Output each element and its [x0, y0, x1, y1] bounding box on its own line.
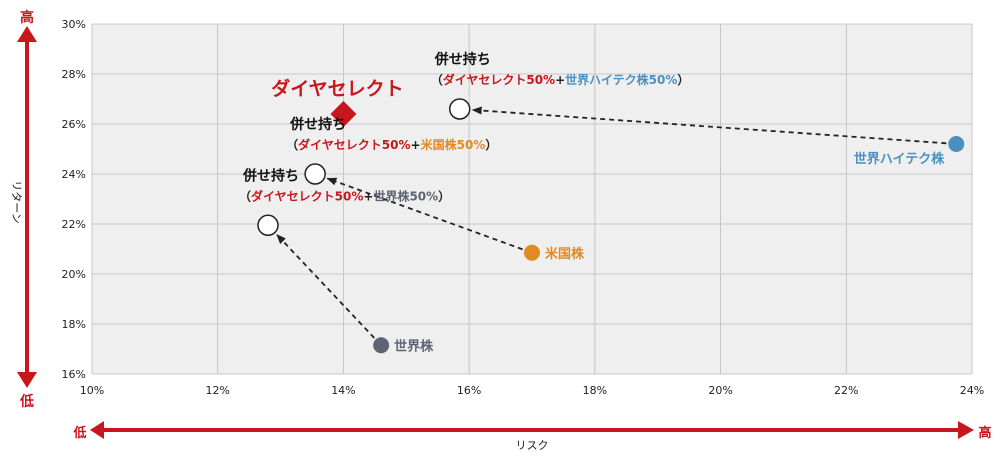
y-tick-label: 22% [62, 218, 86, 231]
subtitle-part: ダイヤセレクト50% [298, 137, 410, 152]
title-combo-us: 併せ持ち [289, 116, 346, 133]
subtitle-part: ダイヤセレクト50% [443, 72, 555, 87]
y-tick-label: 20% [62, 268, 86, 281]
subtitle-combo-tech: （ダイヤセレクト50%+世界ハイテク株50%） [431, 72, 690, 87]
grid-lines [91, 23, 973, 375]
label-world-tech: 世界ハイテク株 [854, 151, 945, 167]
x-tick-label: 16% [457, 384, 481, 397]
y-tick-label: 24% [62, 168, 86, 181]
dashed-arrow-us [326, 177, 523, 251]
point-dia [330, 101, 357, 127]
subtitle-combo-world: （ダイヤセレクト50%+世界株50%） [239, 188, 450, 203]
subtitle-combo-us: （ダイヤセレクト50%+米国株50%） [286, 137, 497, 152]
y-tick-label: 28% [62, 68, 86, 81]
x-axis-high-label: 高 [978, 425, 991, 441]
point-us [524, 244, 540, 261]
subtitle-part: 米国株50% [421, 137, 486, 152]
y-tick-label: 26% [62, 118, 86, 131]
point-combo-tech [448, 98, 471, 120]
x-arrow-head-right [958, 421, 974, 439]
y-axis-arrow [17, 26, 37, 388]
improvement-arrows [276, 106, 947, 339]
dashed-arrow-world-tech [471, 106, 947, 145]
point-world [373, 337, 390, 354]
x-tick-label: 22% [834, 384, 858, 397]
subtitle-part: + [555, 73, 565, 87]
subtitle-part: + [363, 189, 373, 203]
x-axis-title: リスク [516, 439, 549, 452]
x-tick-label: 10% [80, 384, 104, 397]
point-combo-world [257, 214, 279, 236]
subtitle-part: 世界ハイテク株50% [565, 72, 677, 87]
x-tick-label: 12% [205, 384, 229, 397]
y-tick-label: 30% [62, 18, 86, 31]
y-tick-label: 16% [62, 368, 86, 381]
y-axis-title: リターン [10, 180, 23, 223]
subtitle-part: （ [286, 137, 298, 152]
y-axis-high-label: 高 [20, 9, 34, 26]
y-tick-label: 18% [62, 318, 86, 331]
subtitle-part: ） [438, 188, 450, 203]
subtitle-part: （ [431, 72, 443, 87]
subtitle-part: （ [239, 188, 251, 203]
x-arrow-head-left [90, 421, 104, 439]
y-axis-low-label: 低 [19, 393, 34, 410]
y-tick-labels: 16% 18% 20% 22% 24% 26% 28% 30% [62, 18, 86, 381]
label-dia: ダイヤセレクト [271, 77, 403, 100]
subtitle-part: ダイヤセレクト50% [251, 188, 363, 203]
title-combo-world: 併せ持ち [242, 167, 299, 184]
label-world: 世界株 [394, 338, 434, 354]
plot-area [92, 24, 972, 374]
x-tick-labels: 10% 12% 14% 16% 18% 20% 22% 24% [80, 384, 984, 397]
label-us: 米国株 [545, 246, 585, 262]
subtitle-part: 世界株50% [373, 188, 438, 203]
y-arrow-head-up [17, 26, 37, 42]
dashed-arrow-world [276, 233, 375, 339]
point-labels: ダイヤセレクト世界ハイテク株米国株世界株併せ持ち（ダイヤセレクト50%+世界ハイ… [239, 51, 945, 354]
y-arrow-head-down [17, 372, 37, 388]
data-points [257, 98, 965, 354]
point-world-tech [948, 136, 965, 152]
subtitle-part: ） [677, 72, 689, 87]
x-axis-arrow [90, 421, 974, 439]
x-axis-low-label: 低 [72, 425, 86, 441]
x-tick-label: 18% [583, 384, 607, 397]
subtitle-part: ） [485, 137, 497, 152]
title-combo-tech: 併せ持ち [434, 51, 491, 68]
point-combo-us [304, 163, 326, 185]
subtitle-part: + [411, 138, 421, 152]
x-tick-label: 14% [331, 384, 355, 397]
x-tick-label: 24% [960, 384, 984, 397]
x-tick-label: 20% [708, 384, 732, 397]
